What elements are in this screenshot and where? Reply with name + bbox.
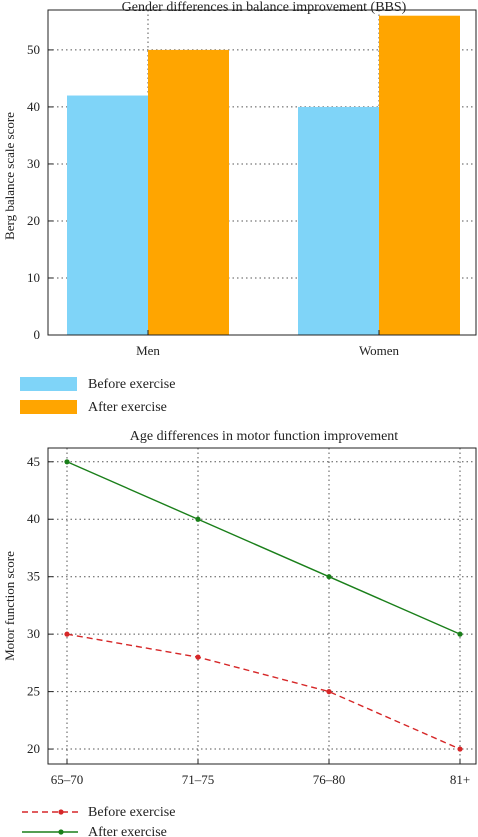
bar-chart-y-axis-label: Berg balance scale score [2, 112, 17, 240]
data-point-after [195, 516, 201, 522]
bar-chart-y-ticks: 0 10 20 30 40 50 [27, 42, 53, 342]
data-point-before [326, 689, 332, 695]
line-chart-y-ticks: 20 25 30 35 40 45 [27, 454, 53, 756]
line-chart-y-tick-label: 35 [27, 569, 40, 584]
legend-marker [58, 829, 64, 835]
line-chart-lines [64, 459, 463, 752]
bar-chart-title: Gender differences in balance improvemen… [122, 0, 407, 15]
legend-swatch [20, 377, 77, 391]
bar-chart-y-tick-label: 20 [27, 213, 40, 228]
line-chart: Age differences in motor function improv… [2, 429, 477, 837]
bar-chart-y-tick-label: 40 [27, 99, 40, 114]
legend-marker [58, 809, 64, 815]
bar-chart-y-tick-label: 0 [34, 327, 41, 342]
bar-chart-y-tick-label: 10 [27, 270, 40, 285]
bar-chart-y-tick-label: 30 [27, 156, 40, 171]
bar-chart-y-tick-label: 50 [27, 42, 40, 57]
bar-before [298, 106, 379, 335]
line-chart-x-tick-label: 71–75 [182, 772, 215, 787]
bar-after [148, 49, 229, 335]
line-chart-y-tick-label: 25 [27, 684, 40, 699]
line-chart-legend: Before exercise After exercise [22, 805, 175, 837]
series-line-before [66, 633, 461, 750]
bar-chart-bars [67, 15, 460, 336]
data-point-before [457, 746, 463, 752]
legend-swatch [20, 400, 77, 414]
bar-chart-legend: Before exercise After exercise [20, 377, 175, 415]
bar-after [379, 15, 460, 336]
line-chart-y-tick-label: 40 [27, 511, 40, 526]
line-chart-x-ticks: 65–70 71–75 76–80 81+ [51, 759, 470, 787]
line-chart-y-tick-label: 45 [27, 454, 40, 469]
line-chart-y-axis-label: Motor function score [2, 551, 17, 661]
data-point-before [195, 654, 201, 660]
bar-chart: Gender differences in balance improvemen… [2, 0, 477, 415]
legend-label: Before exercise [88, 805, 175, 820]
line-chart-x-tick-label: 81+ [450, 772, 470, 787]
data-point-after [64, 459, 70, 465]
line-chart-plot-frame [47, 447, 477, 765]
legend-label: After exercise [88, 825, 167, 837]
bar-chart-plot-frame [47, 9, 477, 336]
bar-before [67, 95, 148, 336]
bar-chart-x-ticks: Men Women [136, 330, 400, 358]
line-chart-grid [48, 448, 476, 764]
bar-chart-x-tick-label: Men [136, 343, 160, 358]
line-chart-y-tick-label: 30 [27, 626, 40, 641]
legend-label: Before exercise [88, 377, 175, 392]
data-point-after [457, 631, 463, 637]
line-chart-x-tick-label: 76–80 [313, 772, 346, 787]
legend-label: After exercise [88, 400, 167, 415]
data-point-before [64, 631, 70, 637]
series-line-after [66, 461, 461, 635]
line-chart-y-tick-label: 20 [27, 741, 40, 756]
bar-chart-x-tick-label: Women [359, 343, 400, 358]
data-point-after [326, 574, 332, 580]
line-chart-x-tick-label: 65–70 [51, 772, 84, 787]
line-chart-title: Age differences in motor function improv… [130, 429, 398, 444]
